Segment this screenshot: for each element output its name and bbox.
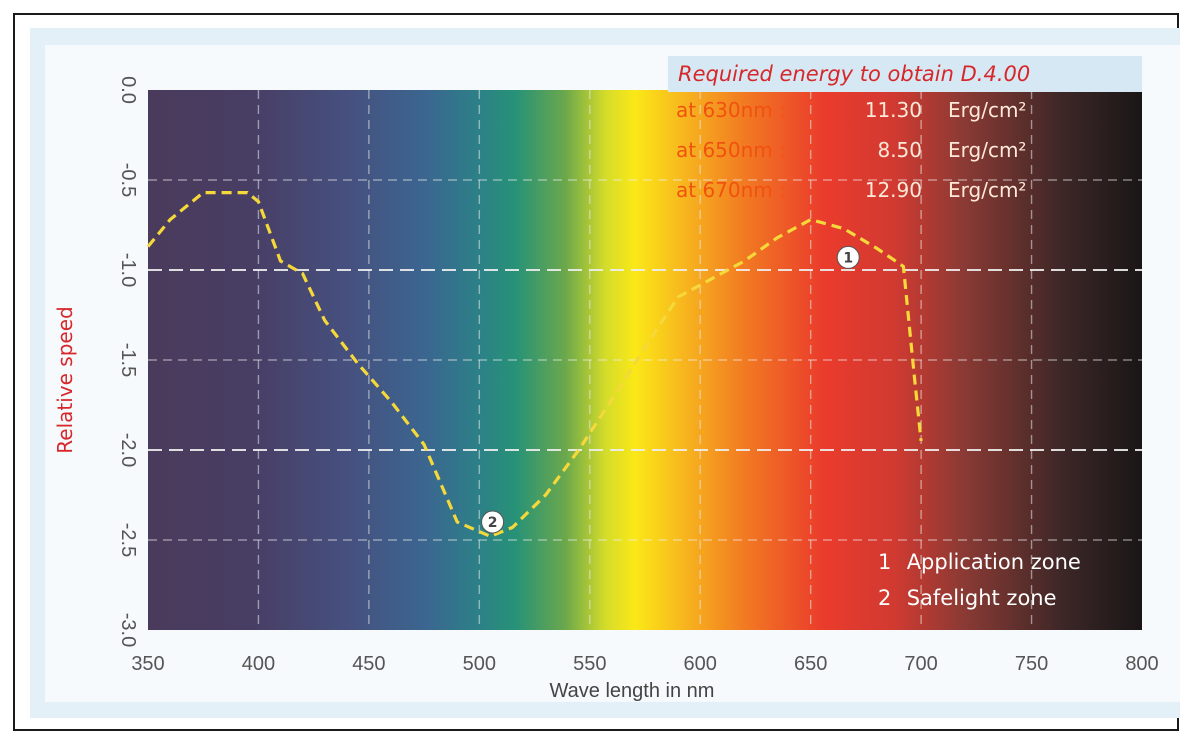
energy-row-unit: Erg/cm²: [948, 98, 1027, 122]
legend-item: 1 Application zone: [878, 550, 1081, 574]
energy-row-unit: Erg/cm²: [948, 178, 1027, 202]
energy-row-unit: Erg/cm²: [948, 138, 1027, 162]
y-tick-label: 0.0: [117, 76, 139, 104]
energy-row-wavelength: at 630nm :: [676, 98, 786, 122]
energy-title: Required energy to obtain D.4.00: [668, 56, 1142, 92]
energy-row-value: 8.50: [877, 138, 922, 162]
energy-row-wavelength: at 670nm :: [676, 178, 786, 202]
y-tick-label: -1.5: [117, 343, 139, 377]
zone-marker-label: 1: [843, 250, 853, 266]
x-tick-label: 650: [794, 653, 827, 675]
tick-layer: 350 400 450 500 550 600 650 700 750 800 0.0 -0.5 -1.…: [117, 76, 1159, 675]
legend-label: Application zone: [906, 550, 1081, 574]
x-tick-label: 600: [684, 653, 717, 675]
energy-row-value: 12.90: [864, 178, 922, 202]
zone-marker: [836, 245, 860, 269]
y-tick-label: -2.5: [117, 523, 139, 557]
x-axis-label: Wave length in nm: [549, 680, 715, 702]
x-tick-label: 450: [352, 653, 385, 675]
x-tick-label: 500: [463, 653, 496, 675]
legend-marker: 1: [878, 550, 892, 574]
annotation-layer: 12: [481, 245, 860, 534]
legend-item: 2 Safelight zone: [878, 586, 1057, 610]
y-tick-label: -3.0: [117, 613, 139, 647]
speed-curve: [146, 191, 923, 539]
grid-layer: [148, 90, 1142, 630]
y-axis-label: Relative speed: [53, 306, 77, 454]
energy-row-value: 11.30: [864, 98, 922, 122]
energy-row-wavelength: at 650nm :: [676, 138, 786, 162]
legend-label: Safelight zone: [906, 586, 1057, 610]
x-tick-label: 550: [573, 653, 606, 675]
x-tick-label: 700: [904, 653, 937, 675]
x-tick-label: 350: [131, 653, 164, 675]
y-tick-label: -1.0: [117, 253, 139, 287]
x-tick-label: 750: [1015, 653, 1048, 675]
zone-marker: [481, 510, 505, 534]
line-layer: [146, 191, 923, 539]
x-tick-label: 800: [1125, 653, 1158, 675]
y-tick-label: -0.5: [117, 163, 139, 197]
zone-marker-label: 2: [488, 515, 498, 531]
y-tick-label: -2.0: [117, 433, 139, 467]
x-tick-label: 400: [242, 653, 275, 675]
legend-marker: 2: [878, 586, 892, 610]
